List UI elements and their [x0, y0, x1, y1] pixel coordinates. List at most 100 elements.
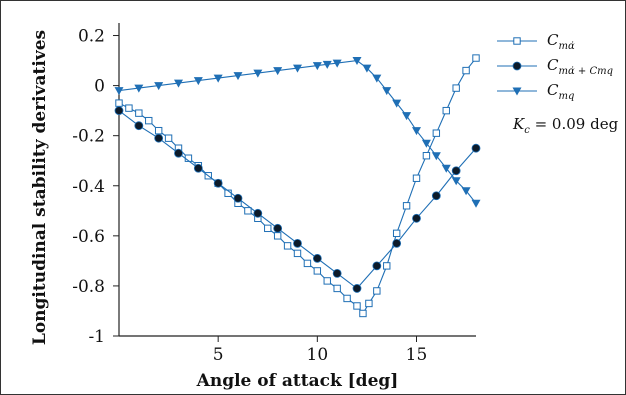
data-point	[392, 99, 402, 108]
series-1	[115, 54, 480, 318]
data-point	[412, 174, 421, 182]
data-point	[174, 79, 183, 88]
data-point	[472, 54, 480, 62]
y-axis-title: Longitudinal stability derivatives	[30, 30, 50, 345]
data-point	[312, 62, 322, 71]
data-point	[432, 129, 441, 137]
data-point	[402, 202, 411, 210]
data-point	[372, 261, 382, 271]
data-point	[383, 262, 391, 270]
data-point	[353, 302, 361, 310]
data-point	[402, 112, 412, 121]
data-point	[362, 64, 372, 73]
data-point	[452, 84, 460, 92]
data-point	[359, 309, 367, 318]
series-3	[114, 57, 481, 208]
data-point	[422, 152, 431, 160]
data-point	[352, 284, 362, 293]
y-tick-label: -0.8	[72, 277, 105, 297]
annotation-rest: = 0.09 deg	[530, 115, 619, 133]
series-2	[114, 106, 481, 293]
data-point	[431, 191, 441, 201]
data-point	[372, 74, 382, 83]
data-point	[322, 60, 332, 69]
data-point	[471, 143, 481, 153]
data-point	[513, 37, 521, 45]
data-point	[125, 104, 133, 112]
data-point	[293, 238, 302, 248]
legend-label: Cmα̇	[547, 31, 575, 52]
y-tick-label: -0.4	[72, 177, 105, 197]
data-point	[442, 106, 450, 115]
data-point	[135, 109, 143, 117]
data-point	[471, 199, 481, 208]
data-point	[174, 148, 183, 158]
data-point	[114, 87, 124, 96]
data-point	[412, 213, 421, 223]
x-tick-label: 5	[213, 345, 224, 365]
ticks-layer: 0.2 0 -0.2 -0.4 -0.6 -0.8 -1 5 10 15	[72, 27, 427, 365]
data-point	[293, 64, 302, 73]
data-point	[333, 284, 341, 293]
data-point	[154, 126, 163, 135]
data-point	[421, 139, 431, 148]
kc-annotation: Kc = 0.09 deg	[512, 115, 619, 136]
data-point	[134, 84, 144, 93]
series-line	[118, 57, 477, 315]
data-point	[431, 152, 441, 161]
x-tick-label: 15	[406, 345, 428, 365]
y-tick-label: -0.6	[72, 227, 105, 247]
data-point	[392, 238, 402, 248]
data-point	[451, 166, 461, 176]
data-point	[233, 193, 243, 203]
series-line	[118, 59, 477, 204]
data-point	[273, 67, 283, 76]
data-point	[412, 127, 421, 136]
annotation-sub: c	[524, 125, 530, 136]
x-axis-title: Angle of attack [deg]	[196, 371, 399, 391]
y-tick-label: 0.2	[78, 27, 105, 47]
data-point	[115, 99, 123, 107]
data-point	[462, 66, 470, 75]
data-point	[253, 69, 263, 78]
data-point	[365, 299, 373, 308]
data-point	[233, 72, 243, 81]
data-point	[512, 87, 522, 96]
data-point	[114, 106, 124, 116]
y-tick-label: -1	[88, 327, 105, 347]
data-point	[264, 224, 272, 233]
data-point	[441, 164, 451, 173]
data-point	[154, 82, 164, 91]
legend-entry-1: Cmα̇	[497, 31, 575, 52]
x-tick-label: 10	[307, 345, 329, 365]
data-point	[352, 57, 362, 66]
annotation-main: K	[512, 115, 525, 133]
data-point	[373, 287, 381, 295]
data-point	[164, 134, 173, 142]
data-point	[213, 74, 223, 83]
y-tick-label: 0	[94, 77, 105, 97]
legend-label: Cmq	[547, 81, 574, 102]
data-point	[332, 268, 342, 278]
data-point	[312, 253, 322, 263]
data-point	[213, 178, 223, 188]
legend-entry-2: Cmα̇ + Cmq	[497, 56, 613, 77]
data-point	[461, 187, 471, 196]
data-point	[293, 249, 302, 258]
data-point	[273, 223, 283, 233]
series-layer	[114, 54, 481, 318]
data-point	[303, 259, 312, 268]
data-point	[193, 163, 203, 173]
data-point	[382, 87, 392, 96]
legend-entry-3: Cmq	[497, 81, 574, 102]
legend-label: Cmα̇ + Cmq	[547, 56, 613, 77]
y-tick-label: -0.2	[72, 127, 105, 147]
data-point	[134, 121, 144, 131]
data-point	[343, 294, 351, 303]
data-point	[323, 277, 331, 285]
data-point	[193, 77, 203, 86]
data-point	[392, 229, 401, 238]
data-point	[313, 267, 322, 275]
data-point	[253, 208, 263, 218]
